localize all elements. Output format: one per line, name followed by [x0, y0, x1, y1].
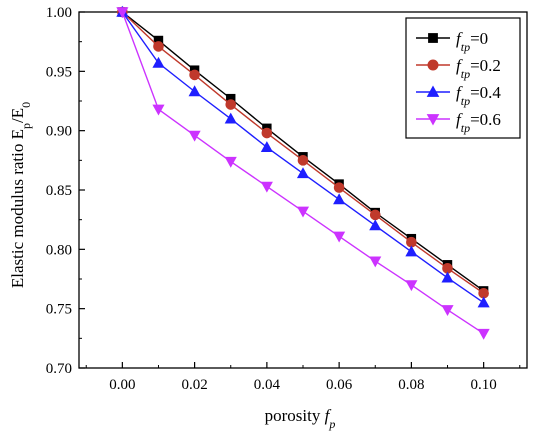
data-point-marker [188, 85, 201, 97]
data-point-marker [426, 85, 440, 97]
data-point-marker [427, 59, 439, 71]
x-tick-label: 0.10 [471, 377, 497, 393]
y-tick-label: 0.80 [46, 242, 72, 258]
data-point-marker [441, 271, 454, 283]
data-point-marker [152, 56, 165, 68]
data-point-marker [116, 7, 129, 19]
x-tick-label: 0.04 [254, 377, 281, 393]
data-point-marker [441, 305, 454, 317]
legend-label: ftp=0 [456, 29, 488, 54]
data-point-marker [188, 130, 201, 142]
x-tick-label: 0.08 [398, 377, 424, 393]
x-tick-label: 0.00 [109, 377, 135, 393]
y-tick-label: 0.85 [46, 183, 72, 199]
data-point-marker [152, 104, 165, 116]
data-point-marker [405, 280, 418, 292]
x-axis-title: porosity fp [265, 406, 336, 431]
data-point-marker [260, 181, 273, 193]
data-point-marker [297, 155, 309, 166]
data-point-marker [189, 69, 200, 81]
data-point-marker [428, 33, 438, 43]
x-axis-ticks: 0.00 0.02 0.04 0.06 0.08 0.10 [85, 362, 521, 393]
data-point-marker [296, 206, 310, 218]
data-point-marker [224, 156, 237, 168]
legend-item: ftp=0 [416, 29, 488, 54]
data-point-marker [426, 114, 440, 126]
data-point-marker [477, 328, 490, 340]
data-point-marker [477, 296, 490, 308]
legend-label: ftp=0.6 [456, 110, 501, 135]
data-point-marker [296, 167, 310, 179]
legend-item: ftp=0.2 [416, 56, 501, 81]
y-axis-ticks: 0.70 0.75 0.80 0.85 0.90 0.95 1.00 [46, 5, 85, 377]
data-point-marker [369, 219, 382, 231]
x-tick-label: 0.06 [326, 377, 353, 393]
data-point-marker [224, 112, 237, 124]
data-point-marker [333, 182, 345, 193]
data-point-marker [225, 99, 237, 110]
data-point-marker [369, 209, 381, 221]
data-point-marker [260, 141, 273, 152]
legend-item: ftp=0.6 [416, 110, 501, 135]
legend-label: ftp=0.4 [456, 83, 501, 108]
y-tick-label: 0.75 [46, 302, 72, 318]
y-tick-label: 0.95 [46, 64, 72, 80]
data-point-marker [369, 256, 382, 268]
data-point-marker [405, 245, 418, 257]
data-point-marker [153, 41, 164, 52]
legend-label: ftp=0.2 [456, 56, 501, 81]
series-group [116, 5, 490, 340]
data-point-marker [333, 231, 346, 243]
y-tick-label: 1.00 [46, 5, 72, 21]
x-tick-label: 0.02 [181, 377, 207, 393]
y-tick-label: 0.70 [46, 361, 72, 377]
y-tick-label: 0.90 [46, 124, 72, 140]
series-4 [116, 7, 490, 340]
legend-item: ftp=0.4 [416, 83, 501, 108]
data-point-marker [333, 193, 346, 205]
data-point-marker [261, 127, 273, 139]
y-axis-title: Elastic modulus ratio Ep/E0 [8, 102, 33, 288]
